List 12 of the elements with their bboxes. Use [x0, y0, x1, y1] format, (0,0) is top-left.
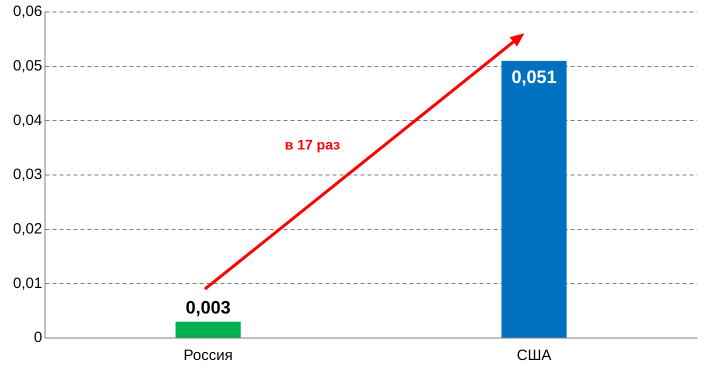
data-label: 0,003 — [186, 298, 231, 318]
y-tick-label: 0,02 — [12, 220, 42, 238]
y-tick-label: 0,06 — [12, 3, 42, 20]
x-tick-label: Россия — [184, 347, 233, 364]
y-tick-label: 0,03 — [12, 166, 42, 184]
y-tick-label: 0,01 — [12, 274, 42, 292]
y-tick-label: 0 — [34, 329, 42, 346]
y-tick-label: 0,05 — [12, 57, 42, 74]
annotation: в 17 раз — [284, 136, 340, 153]
x-tick-label: США — [516, 347, 552, 364]
y-tick-label: 0,04 — [12, 112, 42, 129]
data-label: 0,051 — [512, 66, 557, 87]
